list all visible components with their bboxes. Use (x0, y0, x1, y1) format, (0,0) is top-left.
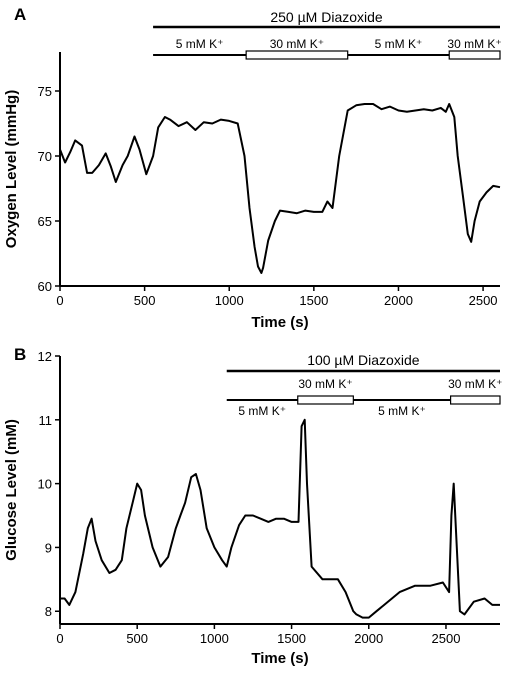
series-line (59, 103, 501, 274)
y-tick-label: 8 (45, 604, 52, 619)
y-axis-title: Glucose Level (mM) (3, 419, 20, 561)
x-axis-title: Time (s) (251, 314, 308, 331)
x-tick-label: 0 (56, 631, 63, 646)
x-tick-label: 500 (126, 631, 148, 646)
x-tick-label: 1000 (215, 293, 244, 308)
y-tick-label: 9 (45, 540, 52, 555)
x-tick-label: 2000 (354, 631, 383, 646)
series-line (60, 418, 500, 619)
k-segment-label: 30 mM K⁺ (448, 377, 502, 391)
high-k-box (448, 50, 501, 60)
x-tick-label: 1500 (277, 631, 306, 646)
k-segment-label: 5 mM K⁺ (378, 404, 426, 418)
panel-a-oxygen-chart: A 60 65 70 75 0 500 1000 1500 2000 2500 Time (s) Oxy… (3, 5, 502, 331)
panel-letter: A (14, 5, 26, 24)
y-tick-label: 75 (38, 84, 52, 99)
k-segment-label: 30 mM K⁺ (447, 37, 501, 51)
x-tick-label: 500 (134, 293, 156, 308)
y-tick-label: 12 (38, 349, 52, 364)
y-tick-label: 60 (38, 279, 52, 294)
drug-treatment-label: 250 µM Diazoxide (270, 9, 383, 25)
y-tick-label: 65 (38, 214, 52, 229)
x-tick-label: 2000 (384, 293, 413, 308)
x-tick-label: 1500 (299, 293, 328, 308)
y-tick-label: 70 (38, 149, 52, 164)
panel-letter: B (14, 345, 26, 364)
panel-b-glucose-chart: B 8 9 10 11 12 0 500 1000 1500 2000 2500 Time (s) Glu… (3, 345, 502, 667)
x-tick-label: 0 (56, 293, 63, 308)
k-segment-label: 5 mM K⁺ (375, 37, 423, 51)
x-axis-title: Time (s) (251, 650, 308, 667)
k-segment-label: 5 mM K⁺ (176, 37, 224, 51)
x-tick-label: 1000 (200, 631, 229, 646)
x-tick-label: 2500 (469, 293, 498, 308)
k-segment-label: 30 mM K⁺ (270, 37, 324, 51)
y-axis-title: Oxygen Level (mmHg) (3, 90, 20, 248)
drug-treatment-label: 100 µM Diazoxide (307, 352, 420, 368)
high-k-box (449, 395, 501, 405)
y-tick-label: 11 (39, 413, 53, 428)
x-tick-label: 2500 (432, 631, 461, 646)
high-k-box (297, 395, 354, 405)
high-k-box (245, 50, 349, 60)
k-segment-label: 30 mM K⁺ (298, 377, 352, 391)
k-segment-label: 5 mM K⁺ (238, 404, 286, 418)
y-tick-label: 10 (38, 477, 52, 492)
